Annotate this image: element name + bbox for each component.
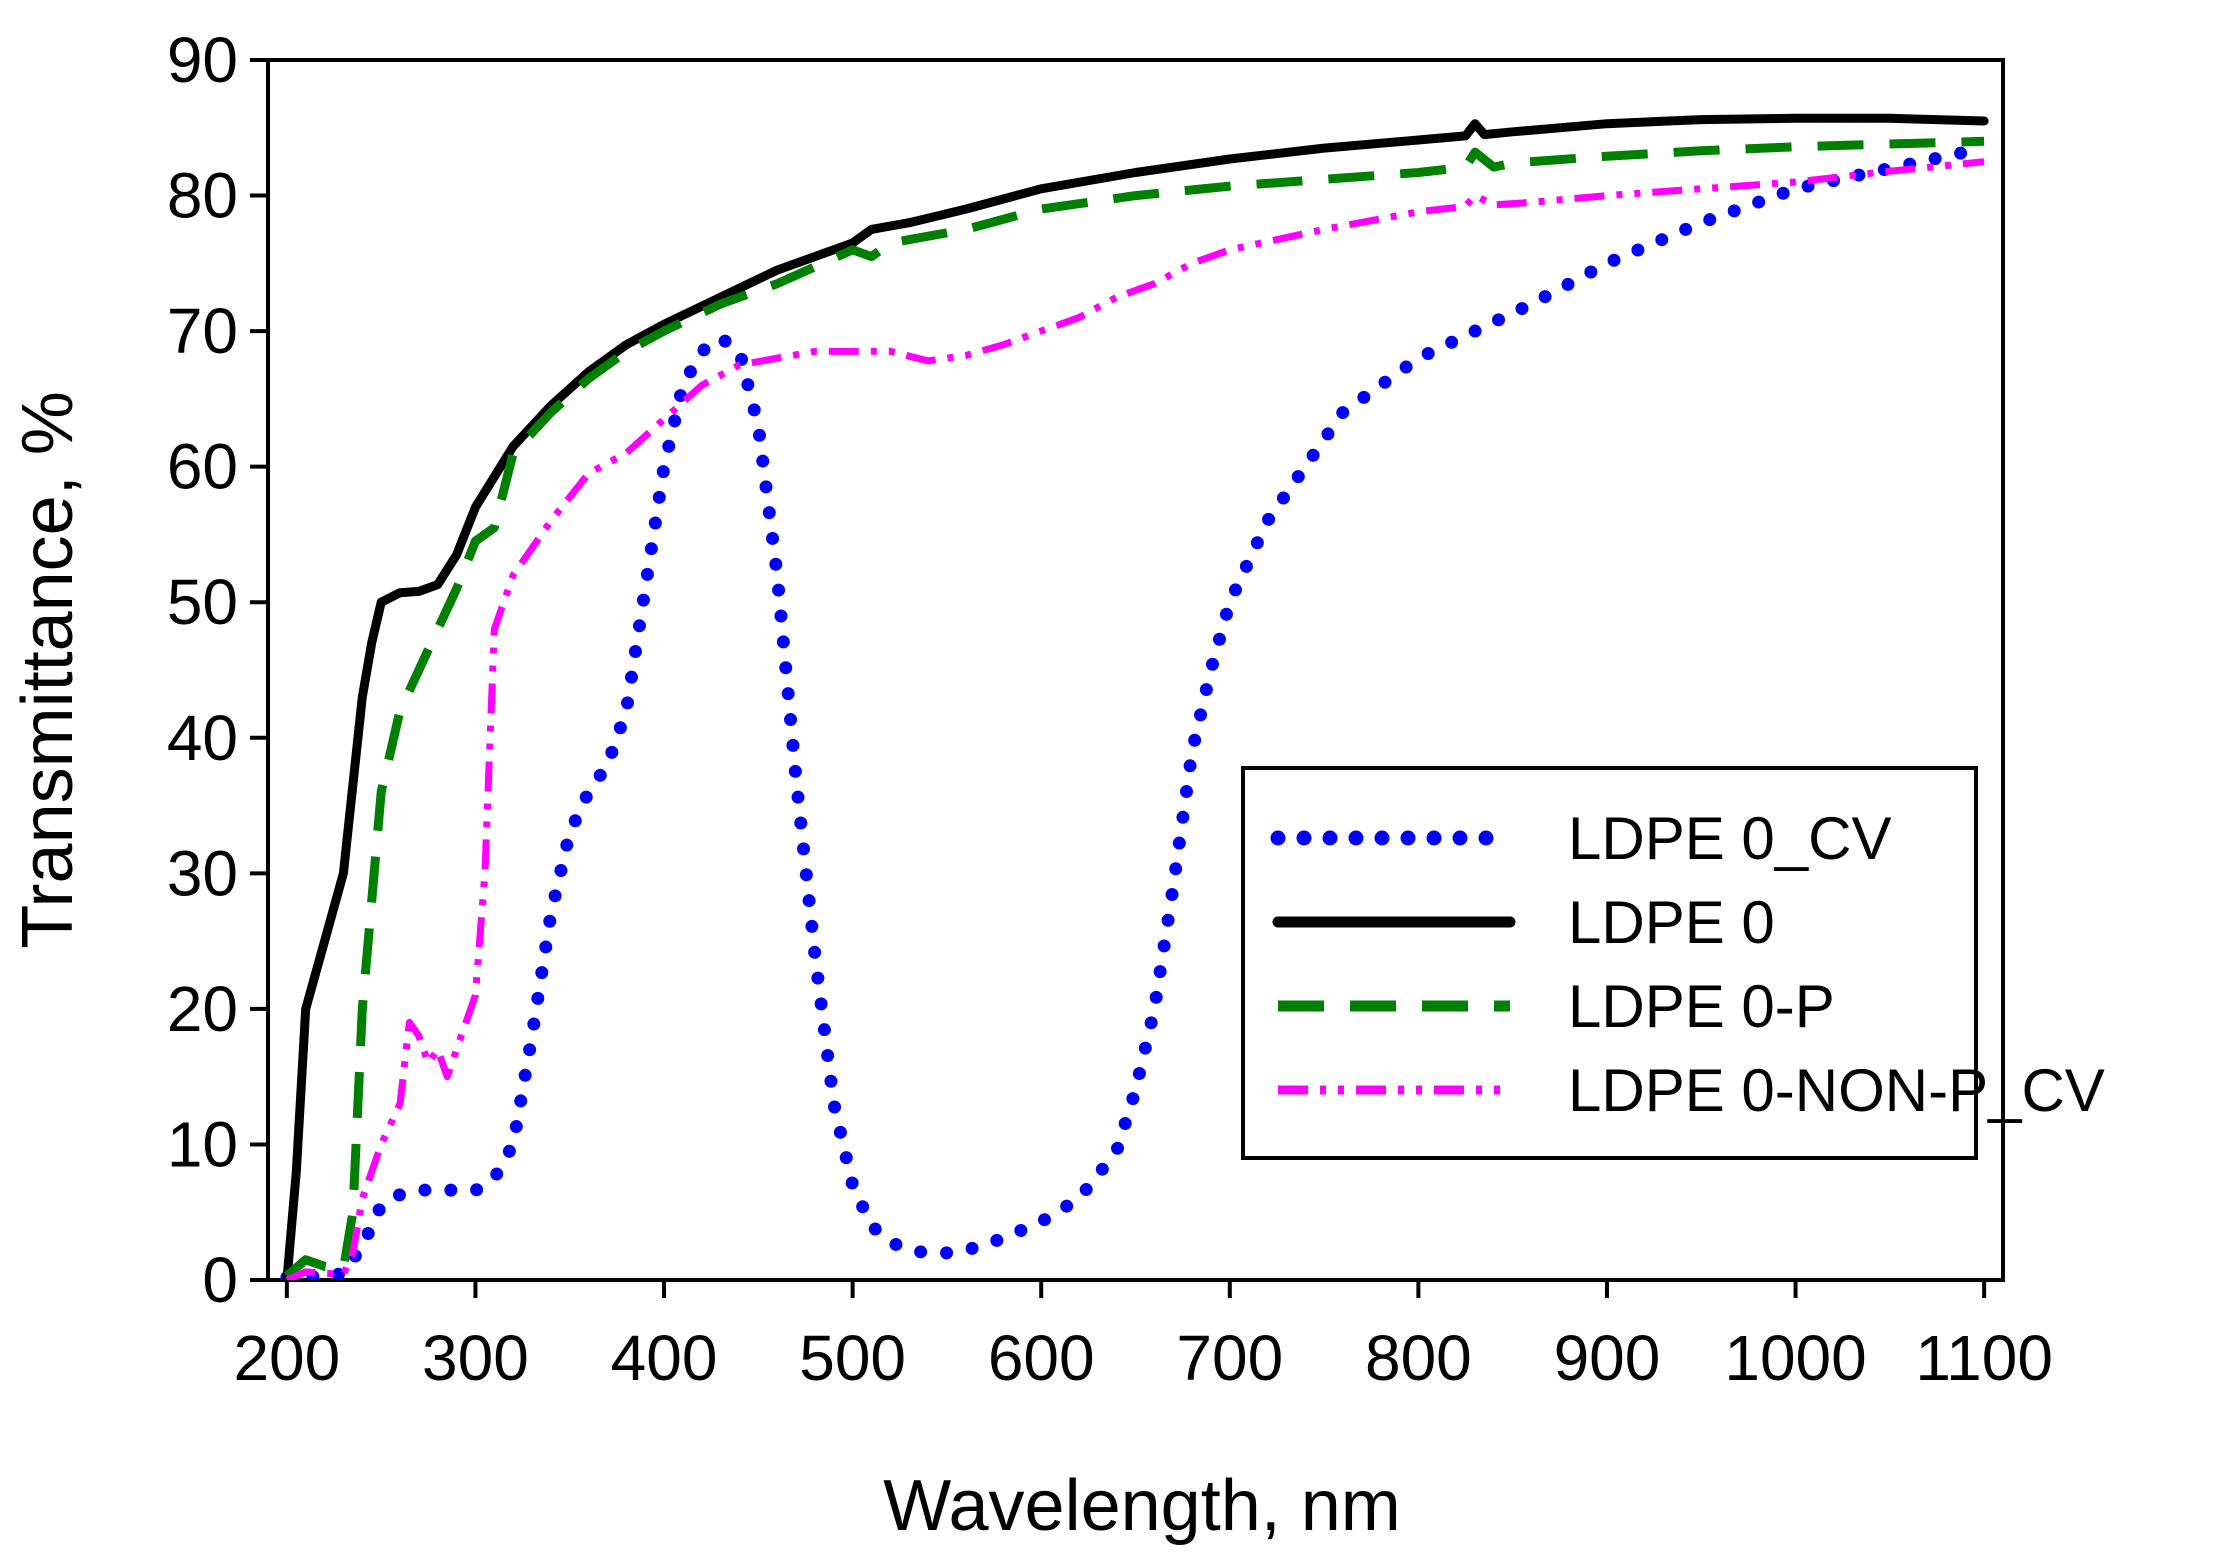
x-tick-label: 900 [1554,1322,1661,1394]
x-tick-label: 200 [233,1322,340,1394]
y-tick-label: 50 [167,566,238,638]
legend-label-2: LDPE 0 [1568,889,1775,956]
y-tick-label: 10 [167,1108,238,1180]
y-tick-label: 20 [167,973,238,1045]
x-tick-label: 300 [422,1322,529,1394]
x-tick-label: 1000 [1724,1322,1866,1394]
series-line-1 [280,141,1991,1280]
legend-label-1: LDPE 0_CV [1568,805,1892,872]
y-tick-label: 30 [167,837,238,909]
x-tick-label: 800 [1365,1322,1472,1394]
y-tick-label: 60 [167,431,238,503]
y-tick-label: 0 [202,1244,238,1316]
x-tick-label: 600 [988,1322,1095,1394]
y-tick-label: 90 [167,24,238,96]
x-axis-title: Wavelength, nm [883,1466,1401,1546]
x-tick-label: 1100 [1915,1322,2053,1394]
legend: LDPE 0_CV LDPE 0 LDPE 0-P LDPE 0-NON-P_CV [1241,766,2105,1160]
series-line-2 [282,113,1989,1280]
x-tick-label: 500 [799,1322,906,1394]
legend-label-3: LDPE 0-P [1568,973,1835,1040]
y-axis-title: Transmittance, % [8,391,88,949]
y-tick-label: 40 [167,702,238,774]
x-tick-label: 400 [611,1322,718,1394]
axis-layer: 0 10 20 30 40 50 60 70 80 90 200 300 400 500 600 700 800… [167,24,2053,1394]
x-tick-label: 700 [1176,1322,1283,1394]
legend-label-4: LDPE 0-NON-P_CV [1568,1057,2105,1124]
series-layer [280,113,1991,1280]
series-line-4 [285,158,1985,1280]
series-line-3 [283,136,1985,1280]
y-tick-label: 80 [167,160,238,232]
y-tick-label: 70 [167,295,238,367]
